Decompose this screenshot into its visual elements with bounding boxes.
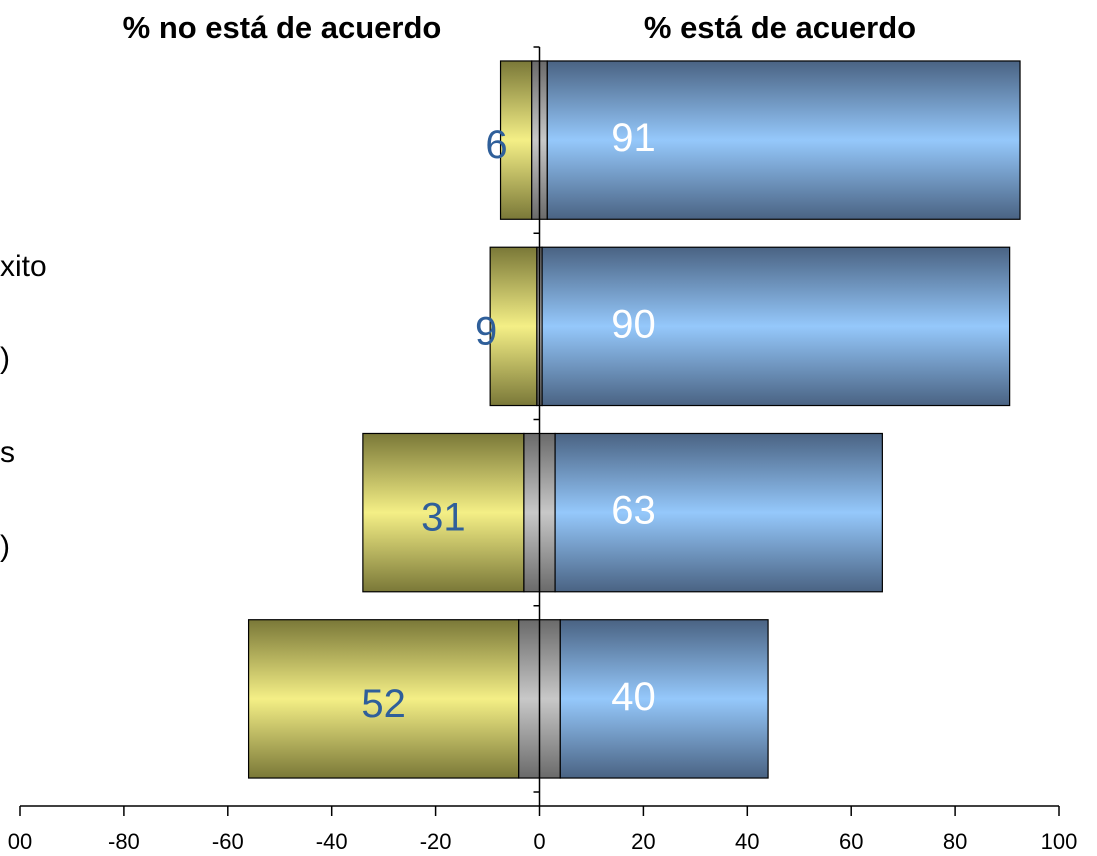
data-label-disagree: 52 [361,682,406,726]
x-tick-label: -80 [108,829,140,854]
header-agree: % está de acuerdo [644,10,916,45]
data-label-disagree: 31 [421,496,466,540]
x-tick-label: 60 [839,829,863,854]
data-label-disagree: 6 [485,123,507,167]
x-tick-label: 0 [533,829,545,854]
x-tick-label: 80 [943,829,967,854]
data-label-agree: 91 [611,116,656,160]
x-tick-label: -60 [212,829,244,854]
category-label-fragment: xito [0,250,47,283]
bar-agree [560,620,768,778]
x-tick-label: -20 [420,829,452,854]
data-label-agree: 40 [611,675,656,719]
x-tick-label: 40 [735,829,759,854]
category-label-fragment: s [0,436,15,469]
bar-group: 6 91 9 90 31 63 52 40 [249,61,1020,778]
category-label-fragment: ) [0,530,10,563]
x-tick-label: 20 [631,829,655,854]
data-label-disagree: 9 [475,309,497,353]
category-label-fragment: ) [0,342,10,375]
x-tick-label: 00 [8,829,32,854]
data-label-agree: 63 [611,489,656,533]
bar-agree [555,433,882,591]
x-tick-label: 100 [1041,829,1078,854]
data-label-agree: 90 [611,302,656,346]
header-disagree: % no está de acuerdo [123,10,442,45]
x-tick-label: -40 [316,829,348,854]
